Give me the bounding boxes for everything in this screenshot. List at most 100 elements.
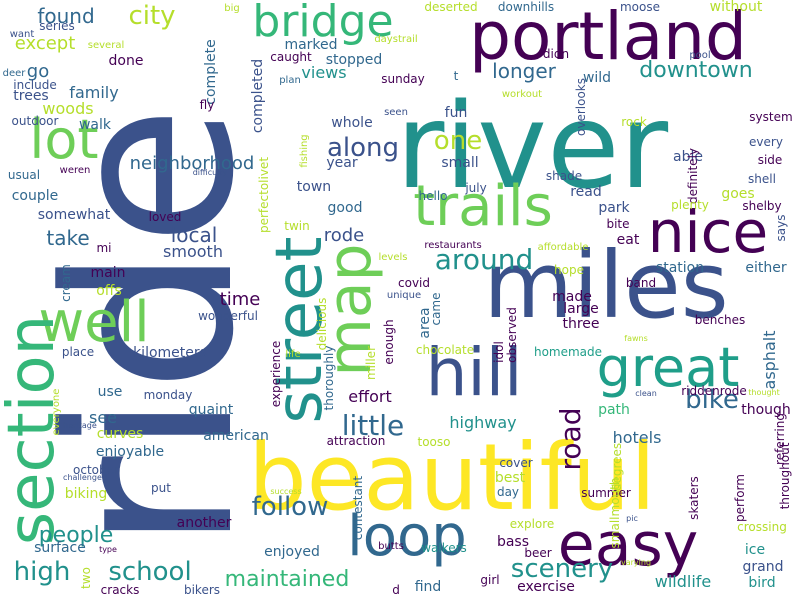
word-tooso: tooso	[417, 435, 451, 449]
word-ice: ice	[744, 542, 766, 558]
word-skaters: skaters	[687, 476, 701, 520]
word-affordable: affordable	[537, 242, 589, 253]
word-see: see	[88, 408, 118, 427]
word-october: october	[73, 463, 119, 477]
word-perfectolivet: perfectolivet	[257, 156, 271, 234]
word-difficulty: difficulty	[192, 168, 228, 177]
word-woods: woods	[42, 99, 94, 118]
word-hello: hello	[418, 189, 448, 203]
word-usual: usual	[7, 168, 41, 182]
word-marked: marked	[284, 37, 338, 53]
word-loop: loop	[347, 504, 467, 569]
word-time: time	[219, 289, 261, 310]
word-school: school	[108, 557, 192, 587]
word-type: type	[99, 545, 117, 554]
word-take: take	[46, 226, 90, 250]
word-smallmouth: smallmouth	[608, 477, 622, 549]
word-heritage: heritage	[63, 421, 97, 430]
word-road: road	[554, 407, 587, 471]
word-moose: moose	[619, 0, 661, 14]
word-d: d	[392, 583, 400, 597]
word-experience: experience	[269, 340, 283, 408]
word-several: several	[87, 40, 125, 51]
word-life: life	[285, 349, 301, 360]
word-goes: goes	[721, 186, 755, 202]
word-unique: unique	[386, 290, 422, 301]
word-scenery: scenery	[510, 554, 614, 584]
word-perform: perform	[733, 474, 747, 522]
word-clean: clean	[635, 389, 657, 398]
word-along: along	[326, 133, 400, 163]
word-rode: rode	[323, 225, 365, 246]
word-downtown: downtown	[639, 58, 753, 83]
word-bike: bike	[685, 385, 739, 415]
word-cracks: cracks	[100, 583, 140, 597]
word-delicious: delicious	[315, 297, 329, 351]
word-caught: caught	[270, 50, 312, 64]
word-hill: hill	[425, 334, 523, 411]
word-covid: covid	[398, 276, 430, 290]
word-little: little	[341, 409, 405, 442]
word-plan: plan	[279, 75, 301, 86]
word-completed: completed	[250, 58, 266, 134]
word-bird: bird	[748, 575, 776, 591]
word-area: area	[417, 307, 433, 339]
word-idol: idol	[492, 341, 506, 363]
word-local: local	[170, 223, 218, 247]
word-fun: fun	[444, 105, 468, 121]
word-bridge: bridge	[252, 0, 394, 47]
word-use: use	[97, 384, 123, 400]
word-city: city	[128, 1, 176, 31]
word-american: american	[203, 428, 269, 444]
word-observed: observed	[505, 307, 519, 363]
word-series: series	[39, 19, 75, 33]
word-wonderful: wonderful	[198, 309, 258, 323]
word-quaint: quaint	[188, 402, 234, 418]
word-girl: girl	[480, 573, 500, 587]
word-beautiful: beautiful	[248, 424, 656, 531]
word-mi: mi	[96, 241, 112, 255]
word-crossing: crossing	[737, 520, 787, 534]
word-made: made	[552, 289, 592, 305]
word-able: able	[673, 149, 703, 165]
word-hope: hope	[554, 263, 584, 277]
word-nice: nice	[647, 198, 769, 266]
word-rock: rock	[621, 115, 647, 129]
word-offs: offs	[96, 283, 122, 299]
word-enjoyed: enjoyed	[264, 544, 320, 560]
word-kilometers: kilometers	[133, 345, 207, 361]
word-effort: effort	[348, 387, 392, 406]
word-stopped: stopped	[325, 52, 383, 68]
word-sunday: sunday	[381, 72, 425, 86]
word-town: town	[296, 179, 332, 195]
word-side: side	[757, 153, 783, 167]
word-everyone: everyone	[51, 388, 62, 436]
word-thoroughly: thoroughly	[322, 345, 336, 411]
word-done: done	[108, 53, 144, 69]
word-park: park	[598, 200, 630, 216]
word-fishing: fishing	[299, 134, 310, 168]
word-challenged: challenged	[63, 473, 107, 482]
word-somewhat: somewhat	[37, 207, 111, 223]
word-find: find	[414, 579, 442, 595]
word-people: people	[38, 523, 114, 548]
word-cover: cover	[499, 456, 533, 470]
word-highway: highway	[449, 413, 517, 432]
word-fly: fly	[199, 98, 215, 112]
word-eat: eat	[616, 232, 640, 248]
word-varying: varying	[620, 558, 652, 567]
word-beer: beer	[524, 546, 552, 560]
word-follow: follow	[251, 492, 329, 522]
word-deserted: deserted	[424, 0, 478, 14]
word-success: success	[270, 487, 302, 496]
word-put: put	[151, 481, 171, 495]
word-workout: workout	[501, 89, 543, 100]
word-attraction: attraction	[326, 434, 386, 448]
word-benches: benches	[694, 313, 746, 327]
word-good: good	[327, 200, 363, 216]
word-grand: grand	[742, 559, 784, 575]
word-hotels: hotels	[612, 428, 662, 447]
word-definitely: definitely	[686, 147, 700, 205]
word-either: either	[745, 260, 787, 276]
